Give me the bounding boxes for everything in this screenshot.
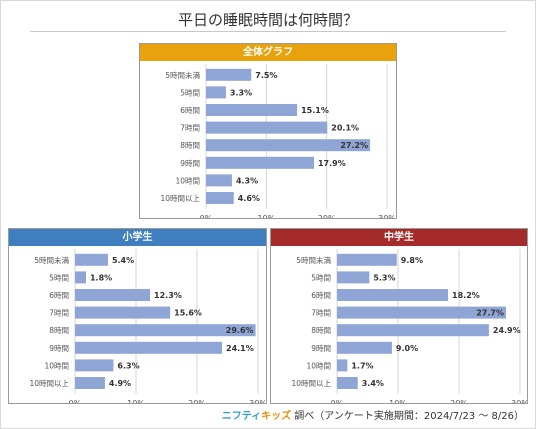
elementary-chart-title: 小学生: [9, 229, 266, 246]
data-label: 3.4%: [362, 379, 384, 388]
bar: [206, 121, 328, 134]
data-label: 9.8%: [401, 256, 423, 265]
category-label: 9時間: [180, 159, 200, 168]
category-label: 5時間: [49, 273, 69, 282]
data-label: 27.2%: [340, 141, 368, 150]
middle-school-chart-panel: 中学生 0% 10% 20% 30% 5時間未満 9.8% 5時間 5.3% 6時間 18.2% 7…: [270, 228, 528, 404]
x-tick-label: 0%: [69, 399, 82, 403]
category-label: 6時間: [311, 291, 331, 300]
data-label: 3.3%: [230, 88, 252, 97]
overall-chart-title: 全体グラフ: [140, 44, 396, 61]
brand-logo-part-a: ニフティ: [221, 411, 262, 422]
data-label: 5.3%: [373, 273, 395, 282]
data-label: 6.3%: [117, 361, 139, 370]
data-label: 1.8%: [90, 273, 112, 282]
category-label: 5時間未満: [165, 70, 200, 80]
overall-chart-panel: 全体グラフ 0% 10% 20% 30% 5時間未満 7.5% 5時間 3.3% 6時間 15.1…: [139, 43, 397, 219]
category-label: 5時間: [180, 88, 200, 97]
category-label: 7時間: [180, 124, 200, 133]
data-label: 1.7%: [351, 361, 373, 370]
data-label: 4.3%: [236, 176, 258, 185]
overall-bar-chart: 0% 10% 20% 30% 5時間未満 7.5% 5時間 3.3% 6時間 15.1% 7時間 20…: [160, 64, 396, 218]
category-label: 10時間: [175, 176, 200, 185]
category-label: 5時間: [311, 273, 331, 282]
data-label: 9.0%: [396, 344, 418, 353]
bar: [337, 306, 506, 319]
category-label: 6時間: [180, 106, 200, 115]
category-label: 9時間: [49, 344, 69, 353]
category-label: 10時間: [306, 361, 331, 370]
x-tick-label: 0%: [331, 399, 344, 403]
bar: [75, 253, 108, 266]
data-label: 7.5%: [255, 71, 277, 80]
bar: [75, 289, 151, 301]
middle-school-chart-title: 中学生: [271, 229, 527, 246]
bar: [337, 359, 348, 372]
bar: [337, 377, 358, 389]
category-label: 9時間: [311, 344, 331, 353]
bar: [206, 86, 226, 99]
data-label: 12.3%: [154, 291, 182, 300]
data-label: 24.1%: [226, 344, 254, 353]
data-label: 4.9%: [109, 379, 131, 388]
title-divider: [30, 31, 506, 32]
bar: [206, 174, 232, 187]
category-label: 7時間: [311, 309, 331, 318]
elementary-chart-panel: 小学生 0% 10% 20% 30% 5時間未満 5.4% 5時間 1.8% 6時間 12.3% 7…: [8, 228, 267, 404]
bar: [337, 324, 489, 337]
category-label: 8時間: [180, 141, 200, 150]
survey-period-text: 調べ（アンケート実施期間：2024/7/23 ～ 8/26）: [294, 411, 524, 422]
category-label: 8時間: [311, 326, 331, 335]
bar: [75, 324, 256, 337]
data-label: 5.4%: [112, 256, 134, 265]
footer-credit: ニフティキッズ 調べ（アンケート実施期間：2024/7/23 ～ 8/26）: [222, 407, 524, 422]
category-label: 10時間以上: [29, 379, 69, 388]
x-tick-label: 20%: [188, 399, 206, 403]
x-tick-label: 30%: [249, 399, 266, 403]
category-label: 5時間未満: [34, 255, 69, 265]
bar: [206, 68, 252, 81]
bar: [75, 306, 171, 319]
x-tick-label: 0%: [200, 214, 213, 218]
data-label: 29.6%: [226, 326, 254, 335]
bar: [337, 271, 370, 284]
bar: [75, 271, 86, 284]
data-label: 24.9%: [493, 326, 521, 335]
data-label: 15.1%: [301, 106, 329, 115]
data-label: 27.7%: [476, 309, 504, 318]
data-label: 4.6%: [238, 194, 260, 203]
bar: [75, 377, 105, 389]
category-label: 10時間: [44, 361, 69, 370]
category-label: 10時間以上: [291, 379, 331, 388]
bar: [206, 104, 298, 116]
data-label: 20.1%: [331, 124, 359, 133]
category-label: 7時間: [49, 309, 69, 318]
bar: [337, 289, 449, 301]
bar: [75, 341, 223, 354]
data-label: 17.9%: [318, 159, 346, 168]
bar: [337, 341, 392, 354]
x-tick-label: 30%: [378, 214, 396, 218]
elementary-bar-chart: 0% 10% 20% 30% 5時間未満 5.4% 5時間 1.8% 6時間 12.3% 7時間 15…: [29, 249, 266, 403]
bar: [206, 192, 234, 204]
bar: [206, 156, 314, 169]
category-label: 10時間以上: [160, 194, 200, 203]
brand-logo-part-b: キッズ: [261, 411, 292, 422]
data-label: 15.6%: [174, 309, 202, 318]
data-label: 18.2%: [452, 291, 480, 300]
bar: [337, 253, 397, 266]
bar: [75, 359, 114, 372]
x-tick-label: 20%: [450, 399, 468, 403]
x-tick-label: 10%: [257, 214, 275, 218]
category-label: 6時間: [49, 291, 69, 300]
page-title: 平日の睡眠時間は何時間？: [177, 11, 358, 29]
x-tick-label: 20%: [318, 214, 336, 218]
x-tick-label: 10%: [389, 399, 407, 403]
x-tick-label: 30%: [511, 399, 527, 403]
category-label: 5時間未満: [296, 255, 331, 265]
middle-school-bar-chart: 0% 10% 20% 30% 5時間未満 9.8% 5時間 5.3% 6時間 18.2% 7時間 27…: [291, 249, 527, 403]
category-label: 8時間: [49, 326, 69, 335]
bar: [206, 139, 371, 152]
x-tick-label: 10%: [127, 399, 145, 403]
